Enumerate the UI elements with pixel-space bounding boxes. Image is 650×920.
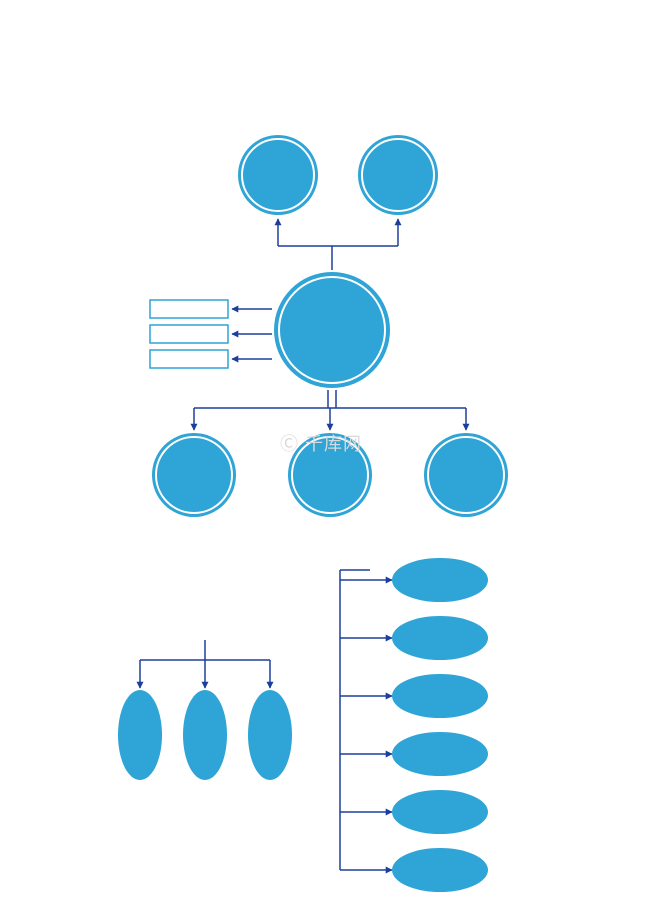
br-ellipse-0 <box>392 558 488 602</box>
bl-ellipse-2 <box>248 690 292 780</box>
top-circle-0 <box>238 135 318 215</box>
bottom-circle-2 <box>424 433 508 517</box>
bottom-circle-0 <box>152 433 236 517</box>
side-rect-1 <box>150 325 228 343</box>
side-rect-2 <box>150 350 228 368</box>
br-ellipse-5 <box>392 848 488 892</box>
br-ellipse-2 <box>392 674 488 718</box>
bl-ellipse-0 <box>118 690 162 780</box>
side-rect-0 <box>150 300 228 318</box>
br-ellipse-4 <box>392 790 488 834</box>
br-ellipse-1 <box>392 616 488 660</box>
br-ellipse-3 <box>392 732 488 776</box>
center-circle <box>274 272 390 388</box>
top-circle-1 <box>358 135 438 215</box>
diagram-canvas <box>0 0 650 920</box>
bottom-circle-1 <box>288 433 372 517</box>
bl-ellipse-1 <box>183 690 227 780</box>
